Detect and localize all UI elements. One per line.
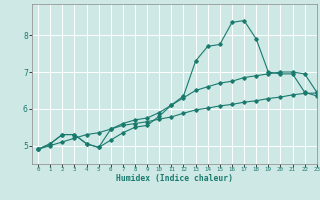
X-axis label: Humidex (Indice chaleur): Humidex (Indice chaleur)	[116, 174, 233, 183]
